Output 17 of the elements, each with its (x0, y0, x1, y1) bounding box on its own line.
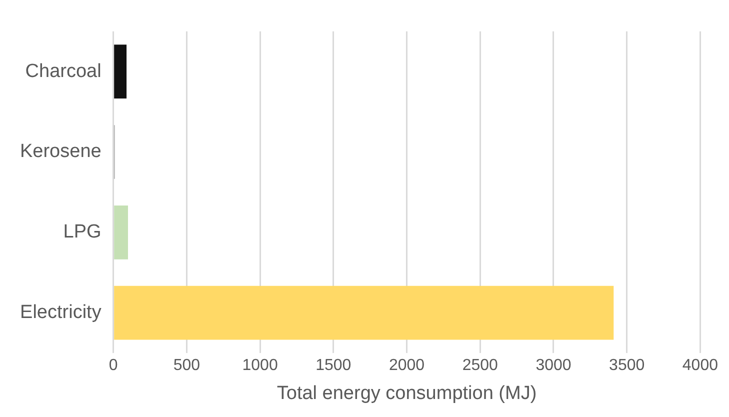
bar (114, 44, 127, 99)
x-axis-title: Total energy consumption (MJ) (276, 382, 537, 404)
y-tick-label: LPG (63, 222, 102, 243)
x-tick-label: 2000 (388, 357, 425, 374)
x-tick-label: 0 (108, 357, 118, 374)
x-tick-label: 1000 (242, 357, 278, 374)
x-tick-label: 4000 (682, 357, 718, 374)
y-tick-label: Kerosene (20, 141, 102, 162)
y-tick-label: Electricity (20, 302, 102, 324)
y-tick-label: Charcoal (25, 60, 102, 82)
x-tick-label: 2500 (462, 357, 498, 374)
bar (114, 205, 128, 260)
x-tick-label: 1500 (316, 357, 352, 374)
x-tick-label: 3500 (609, 357, 645, 374)
x-tick-label: 3000 (536, 357, 572, 374)
x-tick-label: 500 (173, 357, 200, 374)
bar (114, 286, 614, 340)
